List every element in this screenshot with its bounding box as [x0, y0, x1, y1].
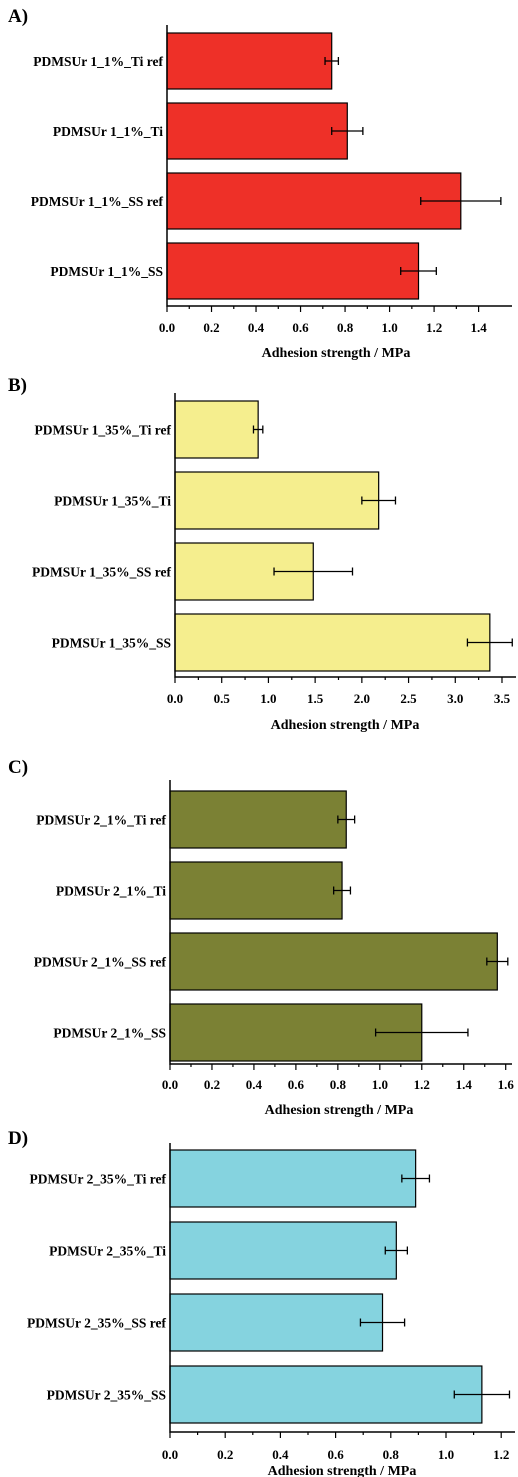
bar: [174, 471, 380, 530]
x-tick-label: 2.0: [354, 691, 370, 706]
x-axis-title: Adhesion strength / MPa: [268, 1464, 417, 1477]
x-tick-label: 0.0: [159, 320, 175, 335]
category-label: PDMSUr 2_1%_Ti: [56, 884, 166, 899]
bar: [166, 242, 420, 300]
category-label: PDMSUr 1_1%_Ti ref: [33, 54, 163, 69]
x-tick-label: 0.4: [248, 320, 265, 335]
x-tick-label: 0.4: [246, 1077, 263, 1092]
panel-label: D): [8, 1128, 28, 1149]
category-label: PDMSUr 1_1%_SS ref: [31, 194, 164, 209]
x-tick-label: 0.6: [288, 1077, 305, 1092]
x-tick-label: 1.0: [260, 691, 276, 706]
x-tick-label: 0.2: [204, 1077, 220, 1092]
bar: [169, 861, 343, 920]
category-label: PDMSUr 1_35%_SS: [52, 636, 171, 651]
x-tick-label: 0.8: [330, 1077, 347, 1092]
bar: [166, 102, 348, 160]
bar: [169, 1221, 397, 1280]
x-tick-label: 1.0: [381, 320, 397, 335]
x-tick-label: 1.2: [414, 1077, 430, 1092]
category-label: PDMSUr 1_35%_Ti ref: [35, 423, 172, 438]
x-tick-label: 0.6: [327, 1447, 344, 1462]
chart-panel-d: D) PDMSUr 2_35%_Ti ref PDMSUr 2_35%_Ti PDMS…: [8, 1128, 515, 1477]
x-tick-label: 0.8: [383, 1447, 400, 1462]
bar: [169, 790, 347, 849]
x-axis-title: Adhesion strength / MPa: [271, 718, 420, 733]
x-axis-title: Adhesion strength / MPa: [262, 346, 411, 361]
x-tick-label: 3.5: [494, 691, 511, 706]
x-tick-label: 1.6: [498, 1077, 515, 1092]
bar: [174, 613, 491, 672]
x-tick-label: 0.8: [337, 320, 354, 335]
x-tick-label: 0.2: [203, 320, 219, 335]
bar: [169, 1365, 483, 1424]
chart-panel-c: C) PDMSUr 2_1%_Ti ref PDMSUr 2_1%_Ti PDMSUr…: [8, 757, 514, 1118]
category-label: PDMSUr 2_1%_SS ref: [34, 955, 167, 970]
x-tick-label: 1.4: [456, 1077, 473, 1092]
x-tick-label: 1.0: [372, 1077, 388, 1092]
category-label: PDMSUr 2_35%_Ti ref: [30, 1172, 167, 1187]
x-tick-label: 1.0: [438, 1447, 454, 1462]
bar: [166, 32, 333, 90]
chart-panel-a: A) PDMSUr 1_1%_Ti ref PDMSUr 1_1%_Ti PDMSUr…: [8, 6, 512, 361]
panel-label: B): [8, 375, 27, 396]
x-tick-label: 0.4: [272, 1447, 289, 1462]
category-label: PDMSUr 2_1%_SS: [53, 1026, 166, 1041]
category-label: PDMSUr 2_35%_SS ref: [27, 1316, 166, 1331]
category-label: PDMSUr 2_35%_SS: [47, 1388, 166, 1403]
x-tick-label: 0.0: [162, 1077, 178, 1092]
x-tick-label: 1.5: [307, 691, 324, 706]
category-label: PDMSUr 2_35%_Ti: [49, 1244, 166, 1259]
category-label: PDMSUr 1_35%_Ti: [54, 494, 171, 509]
x-tick-label: 2.5: [400, 691, 417, 706]
category-label: PDMSUr 2_1%_Ti ref: [36, 813, 166, 828]
x-tick-label: 0.5: [214, 691, 231, 706]
x-axis-title: Adhesion strength / MPa: [265, 1103, 414, 1118]
x-tick-label: 3.0: [447, 691, 463, 706]
bar: [166, 172, 462, 230]
bar: [169, 932, 498, 991]
x-tick-label: 0.2: [217, 1447, 233, 1462]
x-tick-label: 1.2: [426, 320, 442, 335]
bar: [174, 400, 259, 459]
x-tick-label: 0.0: [167, 691, 183, 706]
chart-panel-b: B) PDMSUr 1_35%_Ti ref PDMSUr 1_35%_Ti PDMS…: [8, 375, 516, 733]
category-label: PDMSUr 1_35%_SS ref: [32, 565, 171, 580]
bar: [169, 1149, 417, 1208]
x-tick-label: 1.2: [493, 1447, 509, 1462]
x-tick-label: 0.6: [292, 320, 309, 335]
panel-label: A): [8, 6, 28, 27]
x-tick-label: 1.4: [470, 320, 487, 335]
category-label: PDMSUr 1_1%_Ti: [53, 124, 163, 139]
bar: [169, 1293, 384, 1352]
category-label: PDMSUr 1_1%_SS: [50, 264, 163, 279]
x-tick-label: 0.0: [162, 1447, 178, 1462]
panel-label: C): [8, 757, 28, 778]
